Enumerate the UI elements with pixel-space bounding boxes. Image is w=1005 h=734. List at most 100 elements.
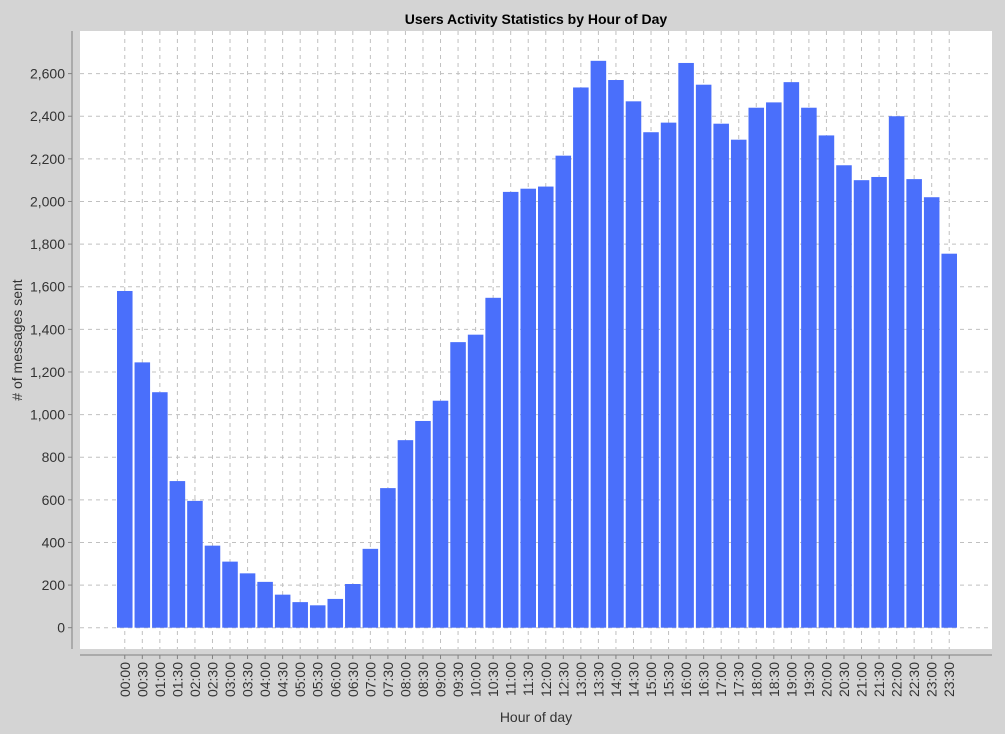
- x-tick-label: 05:30: [310, 662, 326, 697]
- x-tick-label: 14:00: [608, 662, 624, 697]
- x-tick-label: 22:00: [889, 662, 905, 697]
- x-tick-label: 12:30: [555, 662, 571, 697]
- x-tick-label: 04:00: [257, 662, 273, 697]
- y-tick-label: 1,600: [30, 279, 65, 295]
- x-tick-label: 08:30: [415, 662, 431, 697]
- x-tick-label: 02:00: [187, 662, 203, 697]
- x-tick-label: 05:00: [292, 662, 308, 697]
- bar: [590, 60, 607, 628]
- bar: [643, 132, 659, 628]
- y-tick-label: 2,000: [30, 193, 65, 209]
- y-tick-label: 2,200: [30, 151, 65, 167]
- bars-layer: [117, 60, 957, 628]
- y-tick-label: 1,200: [30, 364, 65, 380]
- y-ticks: 0 200 400 600 800 1,000 1,200 1,400 1,600 1,800 2,…: [30, 66, 72, 636]
- y-tick-label: 2,600: [30, 66, 65, 82]
- bar: [608, 80, 624, 628]
- bar: [695, 84, 712, 628]
- bar: [573, 87, 589, 628]
- bar: [660, 122, 677, 628]
- bar: [415, 420, 431, 628]
- axes-layer: [71, 31, 992, 656]
- bar: [169, 481, 186, 628]
- x-tick-label: 03:00: [222, 662, 238, 697]
- x-tick-label: 00:30: [134, 662, 150, 697]
- bar: [152, 392, 168, 628]
- y-tick-label: 0: [57, 620, 65, 636]
- bar: [362, 548, 379, 628]
- bar: [783, 82, 800, 628]
- x-tick-label: 16:30: [696, 662, 712, 697]
- x-tick-label: 02:30: [204, 662, 220, 697]
- bar: [625, 101, 642, 628]
- y-tick-label: 400: [42, 534, 66, 550]
- bar: [134, 362, 151, 628]
- x-tick-label: 15:30: [661, 662, 677, 697]
- bar: [274, 594, 291, 628]
- bar: [502, 191, 519, 628]
- bar: [941, 253, 957, 628]
- bar: [204, 545, 221, 628]
- x-tick-label: 00:00: [117, 662, 133, 697]
- bar: [555, 155, 572, 628]
- x-tick-label: 06:30: [345, 662, 361, 697]
- x-tick-label: 20:30: [836, 662, 852, 697]
- x-ticks: 00:00 00:30 01:00 01:30 02:00 02:30 03:00 03:30…: [117, 655, 957, 697]
- x-tick-label: 12:00: [538, 662, 554, 697]
- x-tick-label: 01:30: [169, 662, 185, 697]
- bar: [309, 605, 326, 628]
- bar: [397, 440, 414, 628]
- x-tick-label: 09:30: [450, 662, 466, 697]
- bar: [713, 123, 729, 628]
- bar: [257, 581, 273, 628]
- bar: [485, 297, 501, 628]
- y-tick-label: 1,400: [30, 321, 65, 337]
- bar: [380, 488, 396, 628]
- x-tick-label: 21:30: [871, 662, 887, 697]
- x-tick-label: 23:00: [924, 662, 940, 697]
- bar: [327, 598, 344, 628]
- bar: [432, 400, 449, 628]
- bar: [538, 186, 554, 628]
- x-tick-label: 04:30: [275, 662, 291, 697]
- bar: [117, 290, 133, 628]
- x-tick-label: 23:30: [941, 662, 957, 697]
- bar: [818, 135, 835, 628]
- bar: [730, 139, 747, 628]
- x-tick-label: 06:00: [327, 662, 343, 697]
- x-tick-label: 13:00: [573, 662, 589, 697]
- y-axis-label: # of messages sent: [9, 279, 25, 401]
- x-tick-label: 11:00: [503, 662, 519, 696]
- x-tick-label: 10:30: [485, 662, 501, 697]
- y-tick-label: 600: [42, 492, 66, 508]
- x-tick-label: 17:00: [713, 662, 729, 697]
- x-tick-label: 18:00: [748, 662, 764, 697]
- bar: [239, 573, 256, 628]
- bar: [187, 500, 203, 628]
- bar: [888, 116, 905, 628]
- x-tick-label: 19:00: [783, 662, 799, 697]
- x-tick-label: 03:30: [240, 662, 256, 697]
- bar: [748, 107, 765, 628]
- bar: [345, 584, 361, 628]
- x-tick-label: 10:00: [468, 662, 484, 697]
- x-axis-label: Hour of day: [500, 709, 572, 725]
- bar: [450, 342, 466, 628]
- x-tick-label: 17:30: [731, 662, 747, 697]
- bar: [222, 561, 238, 628]
- x-tick-label: 11:30: [520, 662, 536, 696]
- bar: [467, 334, 484, 628]
- bar: [766, 102, 782, 628]
- x-tick-label: 20:00: [818, 662, 834, 697]
- bar: [520, 188, 536, 628]
- y-tick-label: 1,000: [30, 407, 65, 423]
- x-tick-label: 13:30: [590, 662, 606, 697]
- x-tick-label: 15:00: [643, 662, 659, 697]
- bar: [836, 165, 852, 628]
- bar: [906, 179, 922, 628]
- x-tick-label: 14:30: [625, 662, 641, 697]
- x-tick-label: 19:30: [801, 662, 817, 697]
- bar: [801, 107, 817, 628]
- bar: [292, 602, 308, 628]
